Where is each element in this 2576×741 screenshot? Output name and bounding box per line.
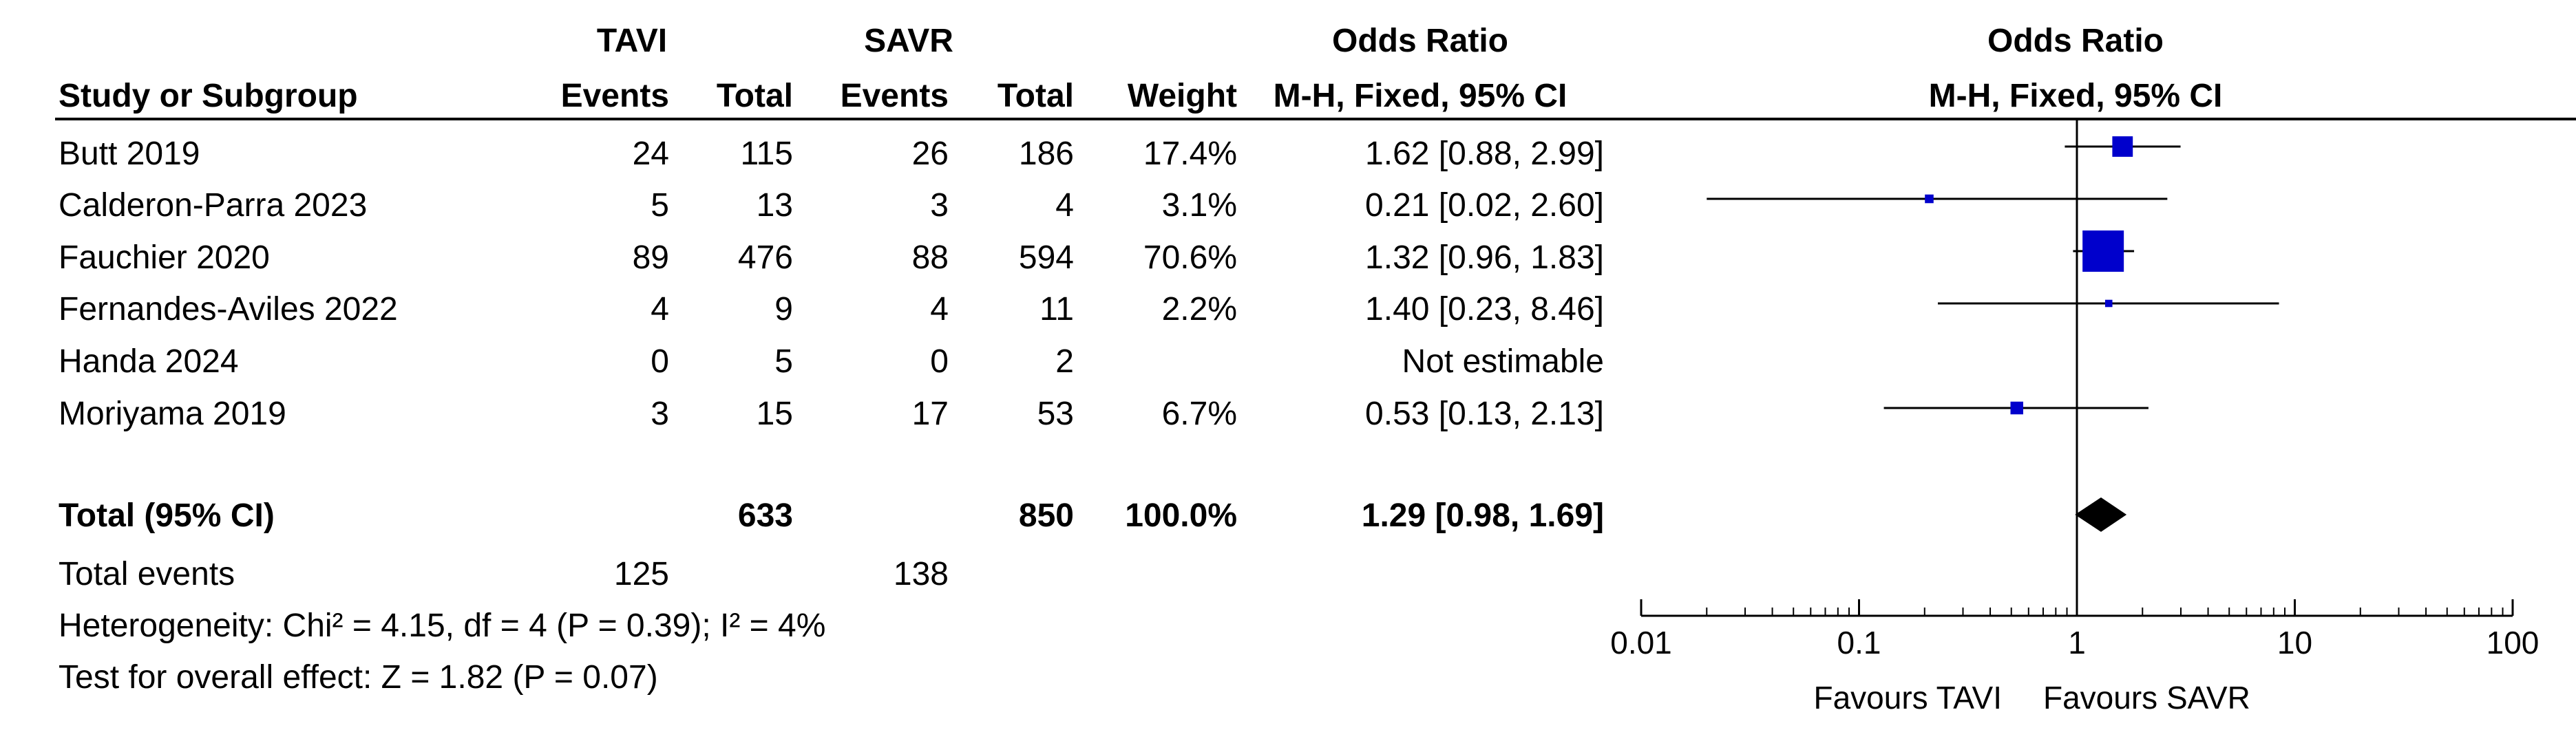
cell-weight: 3.1% <box>1162 187 1237 224</box>
group1-header: TAVI <box>597 23 667 59</box>
method-table-header: M-H, Fixed, 95% CI <box>1274 78 1567 114</box>
total2-header: Total <box>997 78 1074 114</box>
weight-header: Weight <box>1128 78 1237 114</box>
cell-ci: 0.21 [0.02, 2.60] <box>1365 187 1604 224</box>
total-weight: 100.0% <box>1125 497 1237 534</box>
cell-study: Butt 2019 <box>59 136 200 172</box>
favours-right-label: Favours SAVR <box>2043 680 2250 716</box>
events1-header: Events <box>561 78 669 114</box>
table-row: Calderon-Parra 2023 5 13 3 4 3.1% 0.21 [0.02, … <box>59 187 1604 224</box>
cell-n1: 476 <box>738 239 793 276</box>
study-marker <box>1925 194 1934 204</box>
table-row: Handa 2024 0 5 0 2 Not estimable <box>59 343 1604 380</box>
cell-n2: 2 <box>1055 343 1074 380</box>
forest-plot-area: 0.01 0.1 1 10 100 <box>1610 119 2539 661</box>
study-table: Butt 2019 24 115 26 186 17.4% 1.62 [0.88, 2.99… <box>59 136 1604 432</box>
cell-study: Handa 2024 <box>59 343 239 380</box>
cell-ci: 1.62 [0.88, 2.99] <box>1365 136 1604 172</box>
cell-ci: 0.53 [0.13, 2.13] <box>1365 396 1604 432</box>
cell-weight: 70.6% <box>1143 239 1237 276</box>
total-events-e1: 125 <box>614 556 669 592</box>
cell-n2: 4 <box>1055 187 1074 224</box>
total-events-label: Total events <box>59 556 235 592</box>
table-row: Moriyama 2019 3 15 17 53 6.7% 0.53 [0.13, 2.13… <box>59 396 1604 432</box>
cell-e1: 24 <box>633 136 669 172</box>
cell-n1: 115 <box>740 136 793 172</box>
cell-ci: 1.32 [0.96, 1.83] <box>1365 239 1604 276</box>
cell-n2: 594 <box>1019 239 1074 276</box>
total-label: Total (95% CI) <box>59 497 275 534</box>
cell-n1: 13 <box>757 187 793 224</box>
x-tick-label: 0.1 <box>1837 625 1881 661</box>
cell-ci: 1.40 [0.23, 8.46] <box>1365 291 1604 327</box>
x-tick-label: 0.01 <box>1610 625 1672 661</box>
cell-study: Moriyama 2019 <box>59 396 286 432</box>
cell-study: Calderon-Parra 2023 <box>59 187 367 224</box>
cell-e2: 26 <box>912 136 949 172</box>
cell-e2: 4 <box>930 291 949 327</box>
cell-e1: 89 <box>633 239 669 276</box>
cell-e2: 0 <box>930 343 949 380</box>
x-tick-label: 1 <box>2068 625 2086 661</box>
cell-weight: 17.4% <box>1143 136 1237 172</box>
cell-n2: 186 <box>1019 136 1074 172</box>
cell-n2: 53 <box>1037 396 1074 432</box>
method-plot-header: M-H, Fixed, 95% CI <box>1929 78 2223 114</box>
x-tick-label: 100 <box>2487 625 2540 661</box>
cell-weight: 6.7% <box>1162 396 1237 432</box>
table-row: Fernandes-Aviles 2022 4 9 4 11 2.2% 1.40 [0.23… <box>59 291 1604 327</box>
total-ci: 1.29 [0.98, 1.69] <box>1362 497 1604 534</box>
cell-n1: 5 <box>774 343 793 380</box>
table-row: Butt 2019 24 115 26 186 17.4% 1.62 [0.88, 2.99… <box>59 136 1604 172</box>
total1-header: Total <box>717 78 793 114</box>
cell-e2: 17 <box>912 396 949 432</box>
pooled-diamond <box>2075 497 2127 532</box>
x-tick-label: 10 <box>2277 625 2312 661</box>
cell-ci: Not estimable <box>1402 343 1604 380</box>
group2-header: SAVR <box>864 23 953 59</box>
study-marker <box>2010 401 2023 415</box>
cell-n2: 11 <box>1039 291 1074 327</box>
study-header: Study or Subgroup <box>59 78 358 114</box>
total-events-e2: 138 <box>894 556 949 592</box>
cell-e1: 4 <box>651 291 669 327</box>
or-plot-header: Odds Ratio <box>1987 23 2164 59</box>
total-n1: 633 <box>738 497 793 534</box>
cell-n1: 9 <box>774 291 793 327</box>
cell-study: Fauchier 2020 <box>59 239 270 276</box>
cell-e1: 5 <box>651 187 669 224</box>
overall-effect-text: Test for overall effect: Z = 1.82 (P = 0… <box>59 659 658 696</box>
or-table-header: Odds Ratio <box>1332 23 1508 59</box>
cell-e1: 0 <box>651 343 669 380</box>
cell-e2: 3 <box>930 187 949 224</box>
cell-e1: 3 <box>651 396 669 432</box>
cell-n1: 15 <box>757 396 793 432</box>
favours-left-label: Favours TAVI <box>1813 680 2002 716</box>
cell-study: Fernandes-Aviles 2022 <box>59 291 398 327</box>
heterogeneity-text: Heterogeneity: Chi² = 4.15, df = 4 (P = … <box>59 608 825 644</box>
study-marker <box>2082 230 2124 272</box>
table-row: Fauchier 2020 89 476 88 594 70.6% 1.32 [0.96, … <box>59 239 1604 276</box>
study-marker <box>2104 299 2113 308</box>
cell-e2: 88 <box>912 239 949 276</box>
study-marker <box>2112 136 2133 157</box>
cell-weight: 2.2% <box>1162 291 1237 327</box>
events2-header: Events <box>841 78 949 114</box>
total-n2: 850 <box>1019 497 1074 534</box>
